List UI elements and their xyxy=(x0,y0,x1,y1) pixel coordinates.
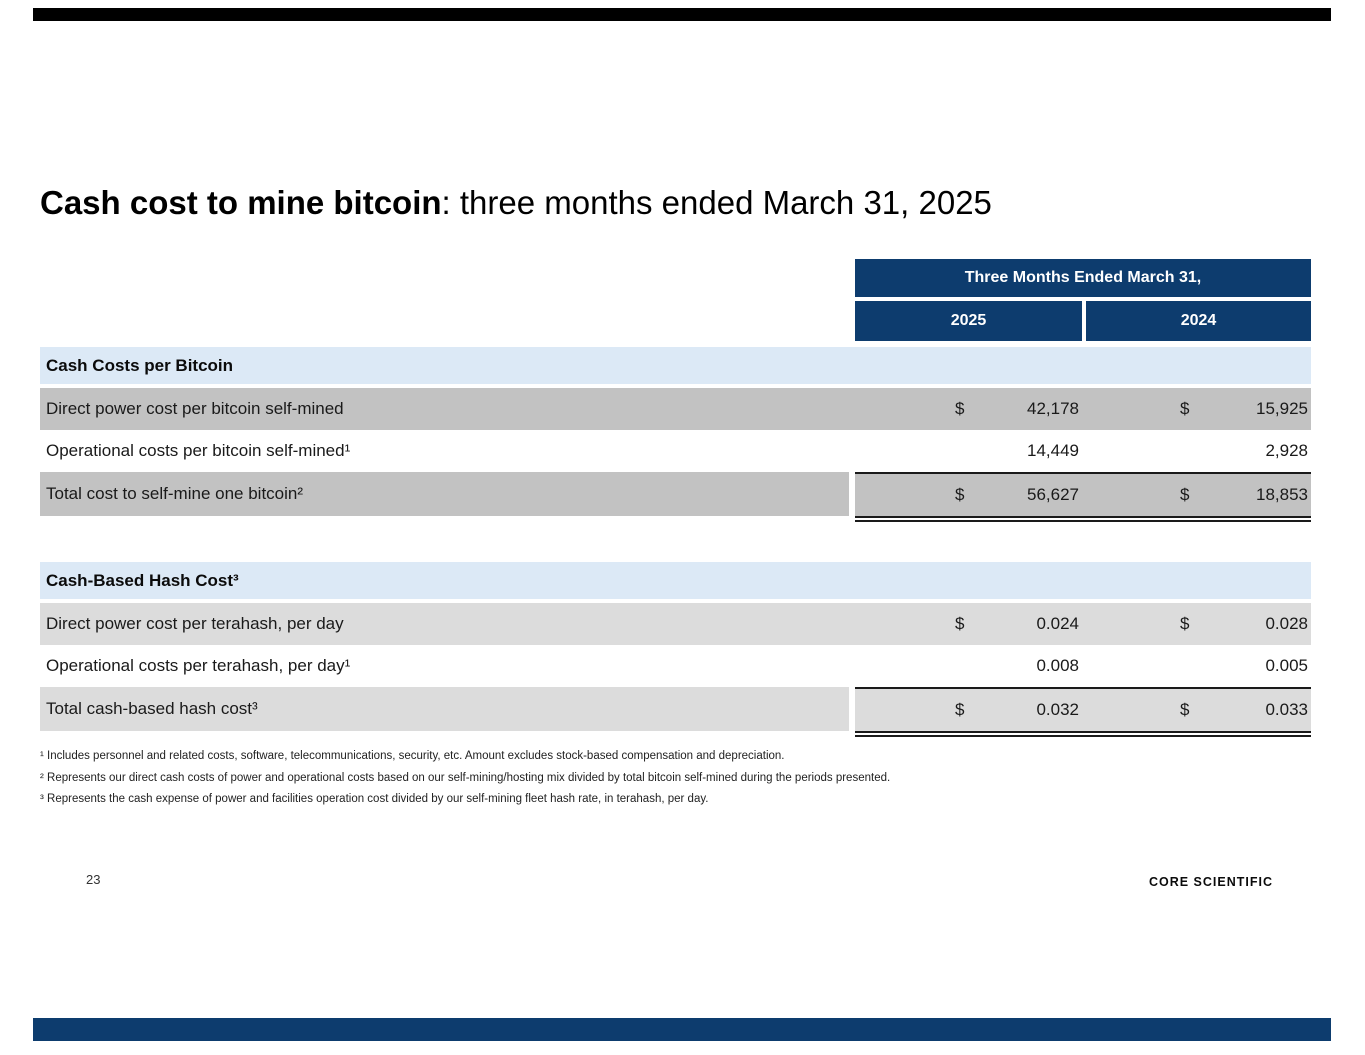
table-header-span-row: Three Months Ended March 31, xyxy=(40,259,1311,297)
row-values: 14,449 2,928 xyxy=(855,430,1311,472)
amount: 0.005 xyxy=(1265,656,1308,675)
amount: 0.033 xyxy=(1265,700,1308,719)
footnotes: ¹ Includes personnel and related costs, … xyxy=(40,746,890,811)
dollar-sign: $ xyxy=(955,399,965,418)
dollar-sign: $ xyxy=(1180,700,1190,719)
header-col-2024: 2024 xyxy=(1086,301,1311,341)
value-2024: $0.028 xyxy=(1082,603,1311,645)
footnote: ¹ Includes personnel and related costs, … xyxy=(40,750,785,762)
section-heading: Cash-Based Hash Cost³ xyxy=(40,562,1311,599)
header-col-2025: 2025 xyxy=(855,301,1082,341)
value-2024: $15,925 xyxy=(1082,388,1311,430)
header-spacer xyxy=(40,301,855,341)
dollar-sign: $ xyxy=(955,485,965,504)
table-row: Direct power cost per bitcoin self-mined… xyxy=(40,388,1311,430)
row-label: Direct power cost per bitcoin self-mined xyxy=(46,399,344,418)
header-spacer xyxy=(40,259,855,297)
value-2025: $42,178 xyxy=(855,388,1082,430)
table-row: Total cost to self-mine one bitcoin² $56,… xyxy=(40,472,1311,516)
value-2024: $0.033 xyxy=(1082,689,1311,731)
value-2024: 2,928 xyxy=(1082,430,1311,472)
table-section: Cash-Based Hash Cost³ Direct power cost p… xyxy=(40,562,1311,737)
value-2024: $18,853 xyxy=(1082,474,1311,516)
amount: 42,178 xyxy=(1027,399,1079,418)
amount: 0.024 xyxy=(1036,614,1079,633)
amount: 56,627 xyxy=(1027,485,1079,504)
value-2024: 0.005 xyxy=(1082,645,1311,687)
value-2025: 0.008 xyxy=(855,645,1082,687)
value-2025: $56,627 xyxy=(855,474,1082,516)
table-row: Total cash-based hash cost³ $0.032 $0.033 xyxy=(40,687,1311,731)
dollar-sign: $ xyxy=(955,700,965,719)
amount: 0.008 xyxy=(1036,656,1079,675)
table-row: Operational costs per terahash, per day¹… xyxy=(40,645,1311,687)
amount: 18,853 xyxy=(1256,485,1308,504)
amount: 0.032 xyxy=(1036,700,1079,719)
row-values: 0.008 0.005 xyxy=(855,645,1311,687)
slide-title-rest: : three months ended March 31, 2025 xyxy=(441,184,992,221)
dollar-sign: $ xyxy=(1180,485,1190,504)
double-underline-rule xyxy=(855,731,1311,737)
row-label: Operational costs per terahash, per day¹ xyxy=(46,656,351,675)
table-row: Direct power cost per terahash, per day $… xyxy=(40,603,1311,645)
value-2025: 14,449 xyxy=(855,430,1082,472)
section-heading: Cash Costs per Bitcoin xyxy=(40,347,1311,384)
row-values: $0.024 $0.028 xyxy=(855,603,1311,645)
table-section: Cash Costs per Bitcoin Direct power cost … xyxy=(40,347,1311,522)
amount: 15,925 xyxy=(1256,399,1308,418)
row-label: Total cost to self-mine one bitcoin² xyxy=(40,472,849,516)
dollar-sign: $ xyxy=(1180,614,1190,633)
dollar-sign: $ xyxy=(955,614,965,633)
value-2025: $0.032 xyxy=(855,689,1082,731)
amount: 2,928 xyxy=(1265,441,1308,460)
core-scientific-logo: CORE SCIENTIFIC xyxy=(1148,874,1273,890)
value-2025: $0.024 xyxy=(855,603,1082,645)
table-row: Operational costs per bitcoin self-mined… xyxy=(40,430,1311,472)
slide-title: Cash cost to mine bitcoin: three months … xyxy=(40,183,992,223)
slide-title-bold: Cash cost to mine bitcoin xyxy=(40,184,442,221)
row-values: $56,627 $18,853 xyxy=(855,472,1311,516)
amount: 0.028 xyxy=(1265,614,1308,633)
row-values: $42,178 $15,925 xyxy=(855,388,1311,430)
row-label: Total cash-based hash cost³ xyxy=(40,687,849,731)
header-three-months: Three Months Ended March 31, xyxy=(855,259,1311,297)
footnote: ² Represents our direct cash costs of po… xyxy=(40,771,891,784)
footnote: ³ Represents the cash expense of power a… xyxy=(40,793,709,805)
top-accent-bar xyxy=(33,8,1331,21)
header-year-columns: 2025 2024 xyxy=(855,301,1311,341)
page-number: 23 xyxy=(86,872,101,887)
amount: 14,449 xyxy=(1027,441,1079,460)
table-header-years-row: 2025 2024 xyxy=(40,301,1311,341)
row-label: Operational costs per bitcoin self-mined… xyxy=(46,441,351,460)
cash-cost-table: Three Months Ended March 31, 2025 2024 C… xyxy=(40,259,1311,737)
bottom-accent-bar xyxy=(33,1018,1331,1041)
table-body: Cash Costs per Bitcoin Direct power cost … xyxy=(40,347,1311,737)
dollar-sign: $ xyxy=(1180,399,1190,418)
row-values: $0.032 $0.033 xyxy=(855,687,1311,731)
row-label: Direct power cost per terahash, per day xyxy=(46,614,344,633)
double-underline-rule xyxy=(855,516,1311,522)
